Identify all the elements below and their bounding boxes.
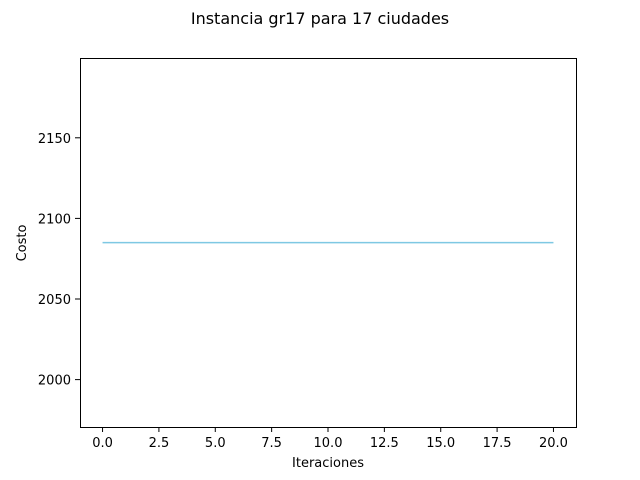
x-tick-label: 15.0 (426, 436, 455, 451)
x-tick-label: 12.5 (370, 436, 399, 451)
y-tick-label: 2000 (38, 374, 71, 389)
x-tick-label: 10.0 (314, 436, 343, 451)
x-tick-label: 0.0 (92, 436, 113, 451)
x-tick-label: 20.0 (539, 436, 568, 451)
x-axis-label: Iteraciones (292, 456, 364, 471)
y-axis-label: Costo (15, 225, 30, 262)
y-tick-label: 2150 (38, 132, 71, 147)
x-tick-label: 17.5 (483, 436, 512, 451)
x-tick-label: 5.0 (205, 436, 226, 451)
x-axis: 0.0 2.5 5.0 7.5 10.0 12.5 15.0 17.5 20.0 (92, 427, 568, 451)
chart-title: Instancia gr17 para 17 ciudades (191, 9, 449, 28)
y-tick-label: 2100 (38, 212, 71, 227)
y-tick-label: 2050 (38, 293, 71, 308)
x-tick-label: 7.5 (261, 436, 282, 451)
y-axis: 2000 2050 2100 2150 (38, 132, 80, 389)
x-tick-label: 2.5 (149, 436, 170, 451)
